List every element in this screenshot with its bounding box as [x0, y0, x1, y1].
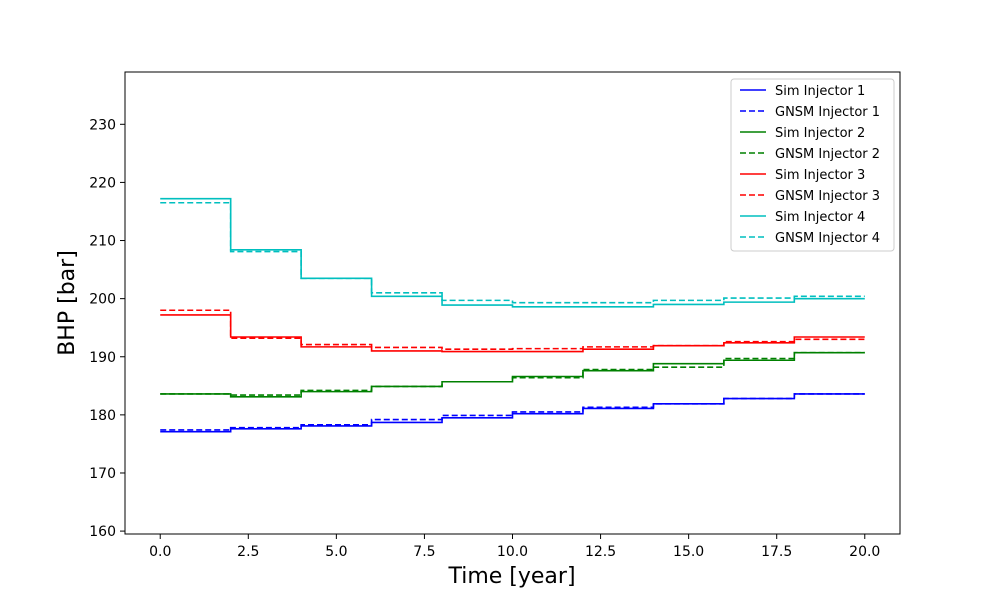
- legend-box: [730, 78, 895, 252]
- legend-label: GNSM Injector 2: [775, 147, 880, 162]
- x-tick-label: 7.5: [413, 544, 435, 560]
- legend-label: Sim Injector 3: [775, 168, 865, 183]
- axes-frame: [124, 71, 901, 535]
- plot-area: [160, 197, 865, 433]
- y-tick-label: 180: [89, 408, 116, 424]
- series-line-6: [160, 309, 865, 350]
- legend-label: GNSM Injector 1: [775, 105, 880, 120]
- x-tick-label: 15.0: [673, 544, 704, 560]
- series-line-8: [160, 201, 865, 304]
- y-axis-label: BHP [bar]: [55, 250, 80, 356]
- series-line-7: [160, 197, 865, 308]
- y-tick-label: 220: [89, 175, 116, 191]
- y-tick-label: 170: [89, 466, 116, 482]
- legend-label: Sim Injector 1: [775, 84, 865, 99]
- x-tick-label: 0.0: [149, 544, 171, 560]
- series-line-4: [160, 351, 865, 396]
- legend-label: GNSM Injector 3: [775, 189, 880, 204]
- x-tick-label: 12.5: [585, 544, 616, 560]
- y-tick-label: 200: [89, 292, 116, 308]
- y-tick-label: 210: [89, 234, 116, 250]
- y-tick-label: 190: [89, 350, 116, 366]
- legend-label: Sim Injector 4: [775, 210, 865, 225]
- legend-label: GNSM Injector 4: [775, 231, 880, 246]
- series-line-2: [160, 393, 865, 431]
- x-tick-label: 5.0: [325, 544, 347, 560]
- x-tick-label: 2.5: [237, 544, 259, 560]
- legend: Sim Injector 1 GNSM Injector 1 Sim Injecto…: [730, 78, 895, 252]
- y-tick-label: 160: [89, 524, 116, 540]
- x-tick-label: 20.0: [849, 544, 880, 560]
- legend-label: Sim Injector 2: [775, 126, 865, 141]
- y-tick-label: 230: [89, 117, 116, 133]
- x-tick-label: 17.5: [761, 544, 792, 560]
- y-axis: 160 170 180 190 200 210 220 230: [89, 117, 125, 540]
- x-tick-label: 10.0: [497, 544, 528, 560]
- x-axis-label: Time [year]: [447, 564, 575, 589]
- x-axis: 0.0 2.5 5.0 7.5 10.0 12.5 15.0 17.5 20.0: [149, 534, 880, 560]
